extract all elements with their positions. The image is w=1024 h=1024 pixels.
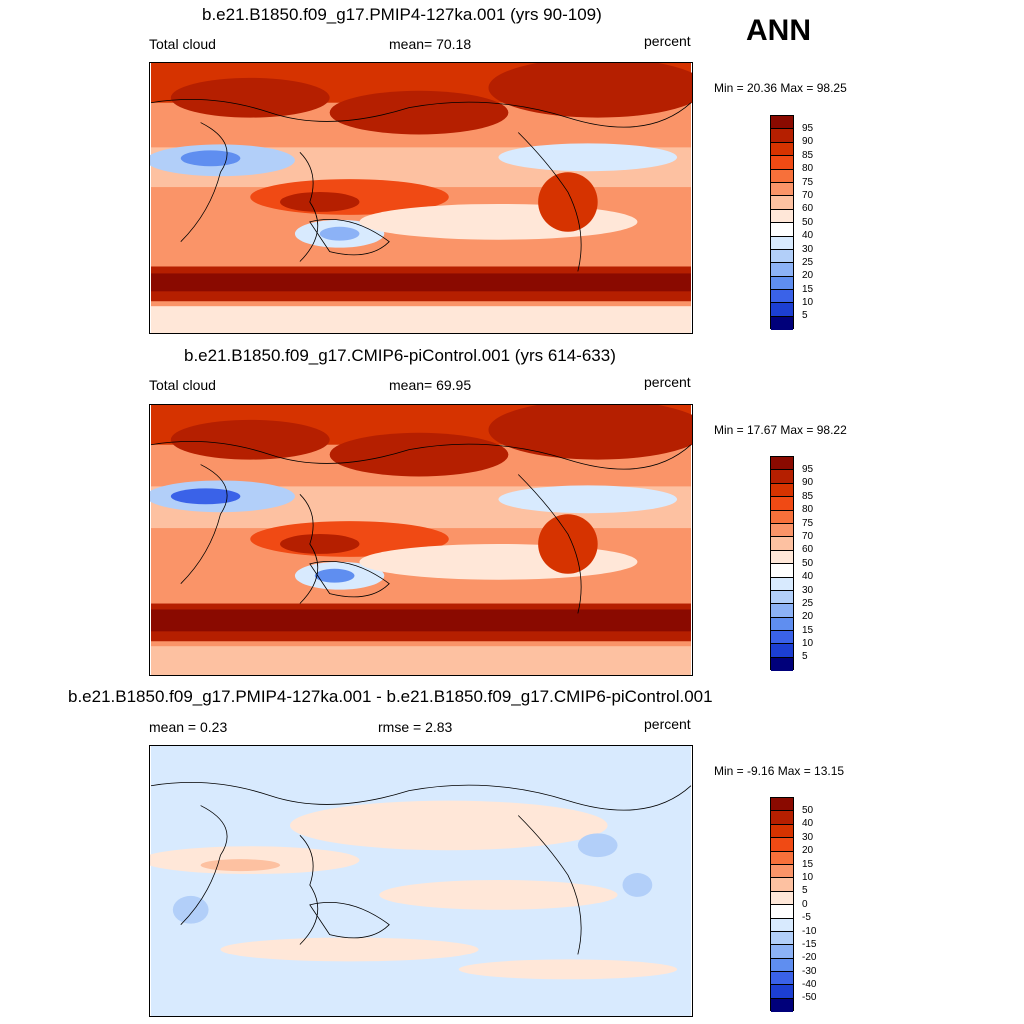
minmax-label: Min = -9.16 Max = 13.15 bbox=[714, 764, 845, 778]
colorbar-label: -20 bbox=[802, 952, 817, 963]
colorbar-label: 80 bbox=[802, 163, 814, 174]
mean-label: mean= 70.18 bbox=[389, 36, 472, 52]
colorbar-label: 95 bbox=[802, 123, 814, 134]
cloud-map bbox=[149, 62, 693, 334]
colorbar-label: 15 bbox=[802, 859, 814, 870]
cloud-field bbox=[150, 63, 692, 333]
colorbar-label: 60 bbox=[802, 544, 814, 555]
colorbar-label: 90 bbox=[802, 136, 814, 147]
colorbar-label: -15 bbox=[802, 939, 817, 950]
colorbar-label: 40 bbox=[802, 571, 814, 582]
colorbar bbox=[770, 797, 794, 1013]
colorbar-label: 30 bbox=[802, 585, 814, 596]
variable-label: Total cloud bbox=[149, 377, 216, 393]
colorbar-label: 60 bbox=[802, 203, 814, 214]
colorbar-label: 15 bbox=[802, 284, 814, 295]
colorbar-label: 85 bbox=[802, 491, 814, 502]
colorbar-label: 30 bbox=[802, 244, 814, 255]
colorbar-label: 25 bbox=[802, 257, 814, 268]
panel-title: b.e21.B1850.f09_g17.CMIP6-piControl.001 … bbox=[184, 346, 616, 365]
colorbar-label: 10 bbox=[802, 638, 814, 649]
colorbar-label: 5 bbox=[802, 310, 808, 321]
colorbar-label: 10 bbox=[802, 872, 814, 883]
colorbar-label: 25 bbox=[802, 598, 814, 609]
colorbar-label: 50 bbox=[802, 805, 814, 816]
colorbar-label: 75 bbox=[802, 518, 814, 529]
minmax-label: Min = 20.36 Max = 98.25 bbox=[714, 81, 847, 95]
panel-title: b.e21.B1850.f09_g17.PMIP4-127ka.001 - b.… bbox=[68, 687, 713, 706]
colorbar-label: 15 bbox=[802, 625, 814, 636]
season-label: ANN bbox=[746, 14, 811, 47]
colorbar-label: 10 bbox=[802, 297, 814, 308]
colorbar-label: 50 bbox=[802, 558, 814, 569]
cloud-map bbox=[149, 404, 693, 676]
colorbar-label: -5 bbox=[802, 912, 811, 923]
difference-field bbox=[150, 746, 692, 1016]
colorbar bbox=[770, 115, 794, 331]
colorbar-label: 95 bbox=[802, 464, 814, 475]
colorbar-label: 5 bbox=[802, 651, 808, 662]
colorbar-label: 40 bbox=[802, 818, 814, 829]
colorbar-label: 20 bbox=[802, 845, 814, 856]
colorbar-label: 70 bbox=[802, 531, 814, 542]
colorbar-label: 0 bbox=[802, 899, 808, 910]
colorbar bbox=[770, 456, 794, 672]
colorbar-label: -50 bbox=[802, 992, 817, 1003]
colorbar-label: 5 bbox=[802, 885, 808, 896]
mean-label: mean= 69.95 bbox=[389, 377, 472, 393]
colorbar-label: 75 bbox=[802, 177, 814, 188]
colorbar-label: 80 bbox=[802, 504, 814, 515]
cloud-field bbox=[150, 405, 692, 675]
colorbar-label: 30 bbox=[802, 832, 814, 843]
colorbar-label: -30 bbox=[802, 966, 817, 977]
colorbar-label: 70 bbox=[802, 190, 814, 201]
colorbar-label: 90 bbox=[802, 477, 814, 488]
mean-label: mean = 0.23 bbox=[149, 719, 228, 735]
minmax-label: Min = 17.67 Max = 98.22 bbox=[714, 423, 847, 437]
colorbar-label: -10 bbox=[802, 926, 817, 937]
panel-title: b.e21.B1850.f09_g17.PMIP4-127ka.001 (yrs… bbox=[202, 5, 602, 24]
units-label: percent bbox=[644, 374, 691, 390]
colorbar-label: -40 bbox=[802, 979, 817, 990]
colorbar-label: 50 bbox=[802, 217, 814, 228]
colorbar-label: 20 bbox=[802, 270, 814, 281]
units-label: percent bbox=[644, 716, 691, 732]
colorbar-label: 20 bbox=[802, 611, 814, 622]
colorbar-label: 85 bbox=[802, 150, 814, 161]
difference-map bbox=[149, 745, 693, 1017]
rmse-label: rmse = 2.83 bbox=[378, 719, 453, 735]
colorbar-label: 40 bbox=[802, 230, 814, 241]
units-label: percent bbox=[644, 33, 691, 49]
variable-label: Total cloud bbox=[149, 36, 216, 52]
